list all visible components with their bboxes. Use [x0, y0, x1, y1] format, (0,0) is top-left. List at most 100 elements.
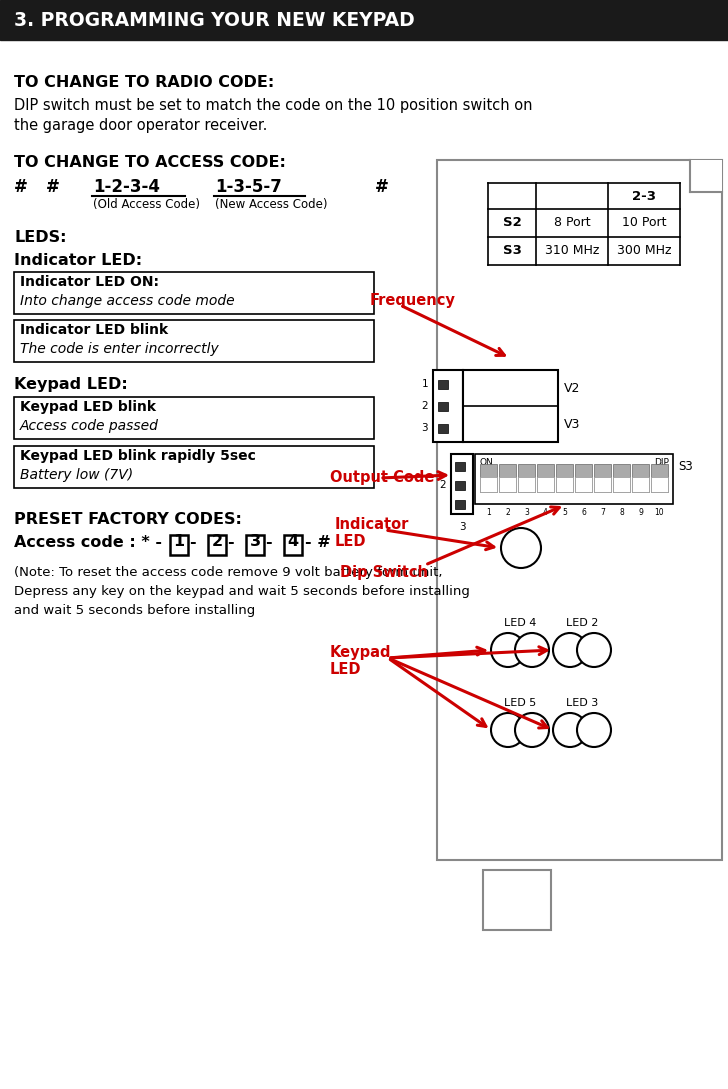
Bar [556, 477, 573, 492]
Text: Indicator
LED: Indicator LED [335, 517, 409, 549]
Text: 3: 3 [422, 423, 428, 433]
Text: TO CHANGE TO RADIO CODE:: TO CHANGE TO RADIO CODE: [14, 75, 274, 90]
Bar [537, 477, 554, 492]
Text: 1: 1 [422, 379, 428, 389]
Bar [575, 464, 592, 492]
Text: 3: 3 [250, 534, 261, 549]
Circle shape [491, 633, 525, 666]
Bar [556, 464, 573, 492]
Text: LED 4: LED 4 [504, 617, 537, 628]
Bar [632, 477, 649, 492]
Bar [499, 477, 516, 492]
Text: Output Code: Output Code [330, 470, 435, 485]
Text: Indicator LED:: Indicator LED: [14, 253, 142, 268]
Text: Depress any key on the keypad and wait 5 seconds before installing: Depress any key on the keypad and wait 5… [14, 585, 470, 598]
Text: 1-2-3-4: 1-2-3-4 [93, 178, 160, 196]
Circle shape [491, 713, 525, 747]
Bar [284, 535, 302, 555]
Text: 9: 9 [638, 507, 643, 517]
Text: LED 2: LED 2 [566, 617, 598, 628]
Text: Access code : * -: Access code : * - [14, 535, 167, 550]
Circle shape [501, 528, 541, 568]
Text: (New Access Code): (New Access Code) [215, 198, 328, 211]
Text: -: - [265, 535, 272, 550]
Bar [480, 477, 497, 492]
Bar [651, 464, 668, 492]
Text: #: # [375, 178, 389, 196]
Text: Keypad LED:: Keypad LED: [14, 377, 127, 392]
Text: 3. PROGRAMMING YOUR NEW KEYPAD: 3. PROGRAMMING YOUR NEW KEYPAD [14, 11, 415, 29]
Text: Dip Switch: Dip Switch [340, 565, 428, 580]
Circle shape [515, 633, 549, 666]
Bar [438, 402, 448, 411]
Bar [0, 0, 728, 40]
Text: and wait 5 seconds before installing: and wait 5 seconds before installing [14, 604, 256, 617]
Bar [246, 535, 264, 555]
Text: 1-3-5-7: 1-3-5-7 [215, 178, 282, 196]
Bar [14, 446, 374, 488]
Circle shape [553, 713, 587, 747]
Bar [518, 477, 535, 492]
Bar [480, 464, 497, 492]
Text: 2: 2 [211, 534, 223, 549]
Bar [451, 454, 473, 514]
Text: Frequency: Frequency [370, 293, 456, 308]
Text: (Note: To reset the access code remove 9 volt battery form unit,: (Note: To reset the access code remove 9… [14, 566, 443, 579]
Circle shape [577, 633, 611, 666]
Bar [208, 535, 226, 555]
Bar [438, 424, 448, 433]
Text: V2: V2 [564, 381, 580, 394]
Bar [594, 477, 611, 492]
Text: - #: - # [305, 535, 331, 550]
Bar [14, 320, 374, 362]
Text: 10: 10 [654, 507, 665, 517]
Text: V3: V3 [564, 417, 580, 430]
Text: S2: S2 [502, 217, 521, 230]
Bar [499, 464, 516, 492]
Circle shape [553, 633, 587, 666]
Text: 6: 6 [581, 507, 586, 517]
Text: Indicator LED ON:: Indicator LED ON: [20, 276, 159, 289]
Bar [518, 464, 535, 492]
Text: LEDS:: LEDS: [14, 230, 66, 245]
Text: 310 MHz: 310 MHz [545, 245, 599, 257]
Bar [537, 464, 554, 492]
Text: Into change access code mode: Into change access code mode [20, 294, 234, 308]
Bar [455, 481, 465, 490]
Text: DIP switch must be set to match the code on the 10 position switch on: DIP switch must be set to match the code… [14, 98, 532, 113]
Text: 4: 4 [543, 507, 548, 517]
Bar [170, 535, 188, 555]
Bar [437, 160, 722, 860]
Bar [594, 464, 611, 492]
Text: 2: 2 [422, 401, 428, 411]
Bar [455, 462, 465, 472]
Text: DIP: DIP [654, 458, 669, 467]
Text: ON: ON [480, 458, 494, 467]
Text: 3: 3 [524, 507, 529, 517]
Circle shape [515, 713, 549, 747]
Text: 2: 2 [440, 480, 446, 490]
Text: Indicator LED blink: Indicator LED blink [20, 323, 168, 337]
Text: S3: S3 [502, 245, 521, 257]
Bar [433, 370, 463, 442]
Text: Battery low (7V): Battery low (7V) [20, 468, 133, 482]
Bar [14, 397, 374, 439]
Text: 2-3: 2-3 [632, 189, 656, 203]
Text: The code is enter incorrectly: The code is enter incorrectly [20, 342, 218, 356]
Bar [463, 370, 558, 442]
Text: (Old Access Code): (Old Access Code) [93, 198, 200, 211]
Text: LED 3: LED 3 [566, 698, 598, 708]
Text: 10 Port: 10 Port [622, 217, 666, 230]
Text: TO CHANGE TO ACCESS CODE:: TO CHANGE TO ACCESS CODE: [14, 155, 286, 170]
Text: #: # [46, 178, 60, 196]
Text: #: # [14, 178, 28, 196]
Text: the garage door operator receiver.: the garage door operator receiver. [14, 118, 267, 133]
Text: 8: 8 [619, 507, 624, 517]
Bar [438, 380, 448, 389]
Text: 5: 5 [562, 507, 567, 517]
Text: 1: 1 [486, 507, 491, 517]
Bar [613, 464, 630, 492]
Text: 1: 1 [173, 534, 185, 549]
Bar [14, 272, 374, 314]
Text: Keypad LED blink: Keypad LED blink [20, 400, 156, 414]
